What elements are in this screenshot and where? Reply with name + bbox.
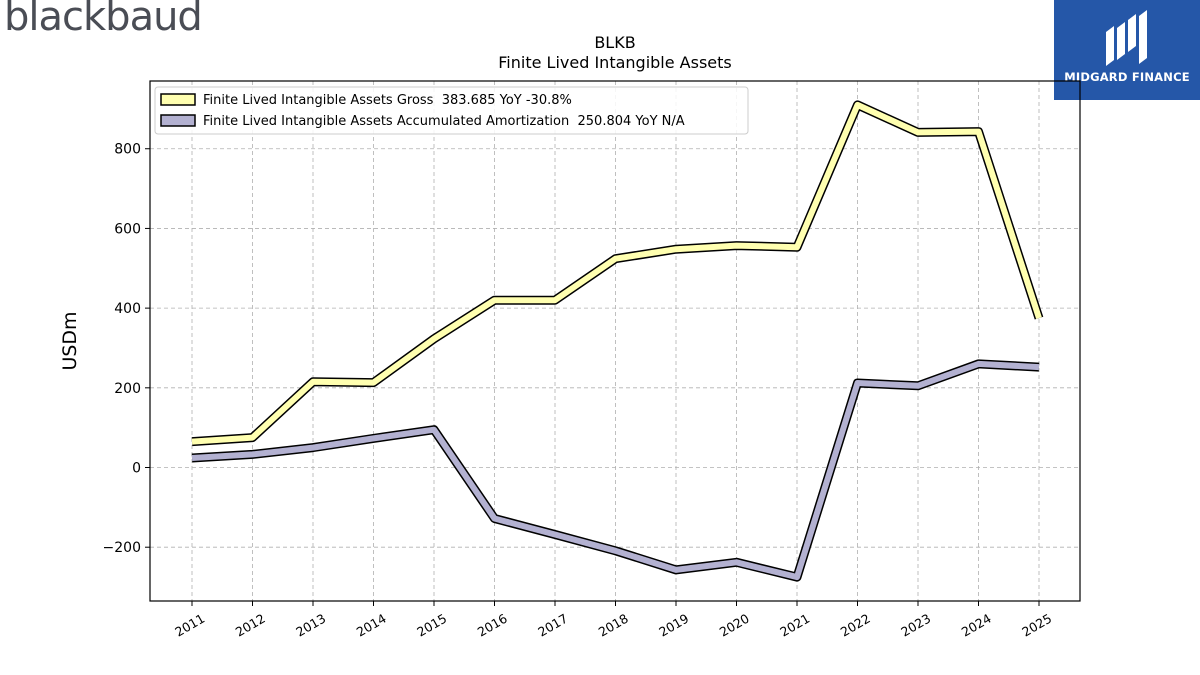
legend-label-amortization: Finite Lived Intangible Assets Accumulat… (203, 114, 685, 129)
midgard-logo-icon (1106, 10, 1147, 66)
x-tick-label: 2014 (354, 611, 389, 640)
y-tick-label: 0 (132, 461, 141, 477)
midgard-finance-badge: MIDGARD FINANCE (1054, 0, 1200, 100)
legend-frame (154, 86, 749, 135)
x-axis: 2011 2012 2013 2014 2015 2016 2017 2018 2019 2020… (172, 601, 1054, 640)
y-tick-label: −200 (103, 540, 141, 556)
chart-title: BLKB (594, 33, 635, 52)
x-tick-label: 2019 (656, 611, 691, 640)
y-tick-label: 200 (114, 381, 141, 397)
x-tick-label: 2025 (1019, 611, 1054, 640)
blackbaud-logo: blackbaud (4, 0, 203, 40)
y-tick-label: 400 (114, 301, 141, 317)
x-tick-label: 2012 (233, 611, 268, 640)
x-tick-label: 2017 (535, 611, 570, 640)
x-tick-label: 2011 (172, 611, 207, 640)
y-axis: −200 0 200 400 600 800 (103, 142, 150, 556)
y-tick-label: 600 (114, 221, 141, 237)
x-tick-label: 2024 (959, 611, 994, 640)
plot-frame (149, 80, 1081, 602)
x-tick-label: 2022 (838, 611, 873, 640)
y-axis-label: USDm (59, 311, 81, 370)
x-tick-label: 2016 (475, 611, 510, 640)
x-tick-label: 2015 (414, 611, 449, 640)
x-tick-label: 2018 (596, 611, 631, 640)
x-tick-label: 2023 (898, 611, 933, 640)
legend: Finite Lived Intangible Assets Gross 383… (154, 86, 749, 135)
legend-label-gross: Finite Lived Intangible Assets Gross 383… (203, 93, 572, 108)
series-line (191, 360, 1040, 581)
legend-swatch-amortization (160, 114, 196, 127)
grid (150, 81, 1080, 601)
midgard-finance-text: MIDGARD FINANCE (1064, 70, 1190, 84)
chart-subtitle: Finite Lived Intangible Assets (498, 53, 731, 72)
x-tick-label: 2013 (293, 611, 328, 640)
legend-swatch-gross (160, 93, 196, 106)
x-tick-label: 2021 (777, 611, 812, 640)
y-tick-label: 800 (114, 142, 141, 158)
series-lines (191, 100, 1044, 582)
x-tick-label: 2020 (717, 611, 752, 640)
series-line (191, 101, 1042, 445)
